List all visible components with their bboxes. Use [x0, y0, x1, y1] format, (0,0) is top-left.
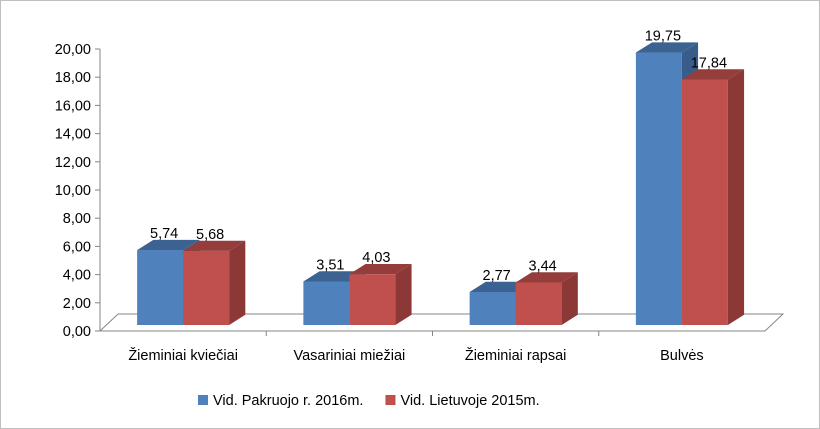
bar-top-1-1 [349, 263, 412, 275]
bar-top-3-0 [635, 42, 699, 53]
y-tick-label: 4,00 [63, 268, 91, 284]
legend-label: Vid. Lietuvoje 2015m. [400, 393, 539, 409]
bar-front-3-0 [635, 52, 682, 326]
bar-top-0-0 [137, 239, 200, 251]
y-tick-label: 6,00 [63, 239, 91, 255]
chart-floor [98, 313, 785, 332]
y-tick-label: 16,00 [55, 98, 91, 114]
y-tick-label: 20,00 [55, 42, 91, 58]
bar-side-3-1 [727, 69, 745, 325]
y-tick-label: 14,00 [55, 127, 91, 143]
y-tick-label: 10,00 [55, 183, 91, 199]
bar-front-1-0 [303, 281, 350, 325]
bar-side-2-1 [561, 272, 578, 325]
x-tick-label: Vasariniai miežiai [294, 348, 406, 364]
data-label: 4,03 [362, 250, 390, 266]
bar-front-1-1 [349, 274, 396, 325]
y-tick-label: 18,00 [55, 70, 91, 86]
bar-front-2-0 [469, 291, 516, 325]
legend-label: Vid. Pakruojo r. 2016m. [213, 393, 363, 409]
bar-top-3-1 [681, 69, 745, 80]
bar-front-3-1 [681, 79, 728, 326]
data-label: 2,77 [483, 268, 511, 284]
x-tick-label: Žieminiai kviečiai [128, 347, 238, 364]
bar-top-0-1 [183, 240, 246, 251]
data-label: 17,84 [691, 55, 727, 71]
data-label: 19,75 [645, 29, 681, 45]
y-tick-label: 8,00 [63, 211, 91, 227]
bar-front-0-1 [183, 250, 230, 325]
data-label: 5,74 [150, 226, 178, 242]
legend-swatch [385, 395, 396, 405]
data-label: 5,68 [196, 227, 224, 243]
bar-front-2-1 [515, 282, 562, 325]
y-tick-label: 0,00 [63, 324, 91, 340]
bar-side-1-1 [395, 263, 412, 325]
x-tick-label: Bulvės [660, 348, 704, 364]
y-tick-label: 12,00 [55, 155, 91, 171]
legend-swatch [198, 395, 208, 405]
data-label: 3,44 [529, 258, 557, 274]
y-tick-label: 2,00 [63, 296, 91, 312]
data-label: 3,51 [316, 258, 344, 274]
bar-front-0-0 [137, 250, 184, 325]
bar-side-0-1 [229, 240, 246, 325]
bar-top-2-1 [515, 272, 578, 283]
x-tick-label: Žieminiai rapsai [465, 347, 567, 364]
